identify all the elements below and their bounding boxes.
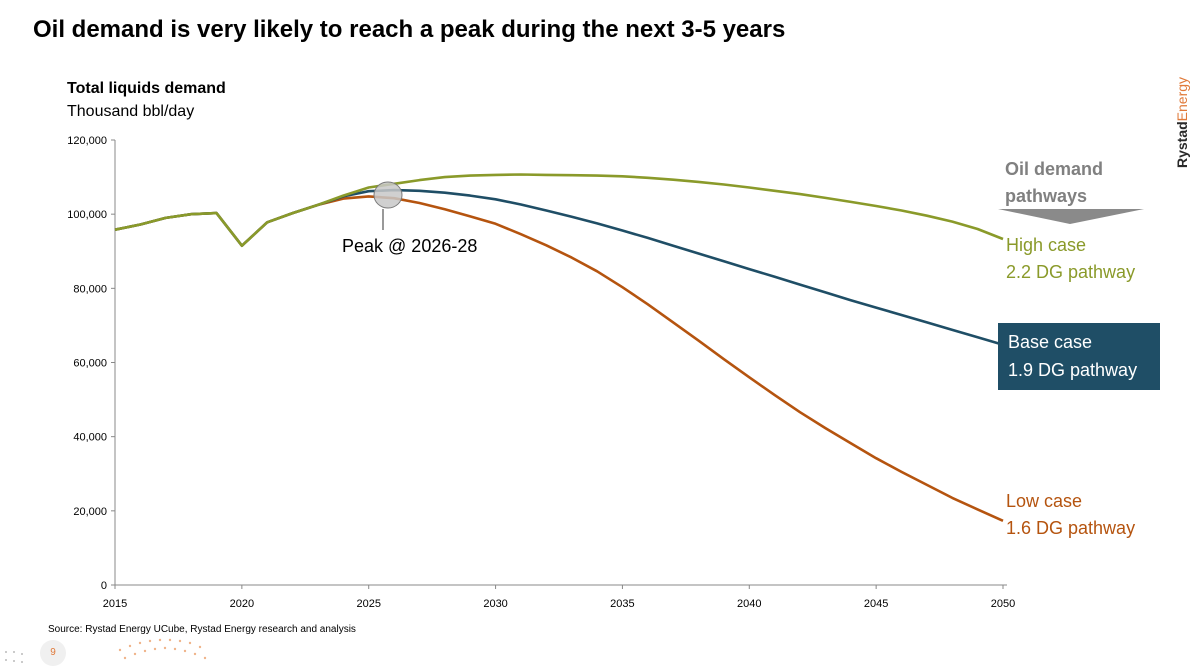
series-line-base-case <box>114 188 1004 346</box>
x-tick-label: 2025 <box>356 598 380 610</box>
legend-high-case-name: High case <box>1006 235 1086 255</box>
legend-base-case-sublabel: 1.9 DG pathway <box>1008 360 1137 380</box>
legend-high-case-sublabel: 2.2 DG pathway <box>1006 262 1135 282</box>
peak-marker <box>373 181 403 209</box>
y-tick-label: 60,000 <box>73 358 107 370</box>
svg-text:RystadEnergy: RystadEnergy <box>1174 77 1190 168</box>
y-axis-unit: Thousand bbl/day <box>67 103 195 120</box>
y-tick-label: 0 <box>101 580 107 592</box>
peak-annotation: Peak @ 2026-28 <box>342 236 477 256</box>
legend-base-case-name: Base case <box>1008 332 1092 352</box>
legend: Oil demand pathways High case 2.2 DG path… <box>998 159 1160 538</box>
series-line-low-case <box>114 195 1004 522</box>
y-tick-label: 120,000 <box>67 135 107 147</box>
rystad-energy-logo: RystadEnergy <box>1174 77 1190 168</box>
series-lines <box>114 173 1004 522</box>
decorative-dots-left <box>5 651 23 663</box>
legend-base-case-box <box>998 323 1160 390</box>
legend-arrow <box>998 209 1144 224</box>
page-number: 9 <box>40 640 66 666</box>
x-tick-label: 2040 <box>737 598 761 610</box>
source-note: Source: Rystad Energy UCube, Rystad Ener… <box>48 624 356 635</box>
y-axis-label: Total liquids demand <box>67 80 226 97</box>
x-tick-label: 2035 <box>610 598 634 610</box>
y-tick-label: 40,000 <box>73 432 107 444</box>
legend-low-case-name: Low case <box>1006 491 1082 511</box>
chart-title: Oil demand is very likely to reach a pea… <box>33 16 786 43</box>
x-tick-label: 2030 <box>483 598 507 610</box>
series-line-high-case <box>114 173 1004 247</box>
decorative-dots <box>118 638 207 660</box>
y-tick-label: 20,000 <box>73 506 107 518</box>
x-tick-label: 2045 <box>864 598 888 610</box>
axes: 0 20,000 40,000 60,000 80,000 100,000 120,000 2… <box>67 135 1015 610</box>
legend-low-case-sublabel: 1.6 DG pathway <box>1006 518 1135 538</box>
y-tick-label: 100,000 <box>67 209 107 221</box>
x-tick-label: 2020 <box>230 598 254 610</box>
y-tick-label: 80,000 <box>73 283 107 295</box>
legend-title: Oil demand pathways <box>1005 159 1103 206</box>
x-tick-label: 2050 <box>991 598 1015 610</box>
x-tick-label: 2015 <box>103 598 127 610</box>
